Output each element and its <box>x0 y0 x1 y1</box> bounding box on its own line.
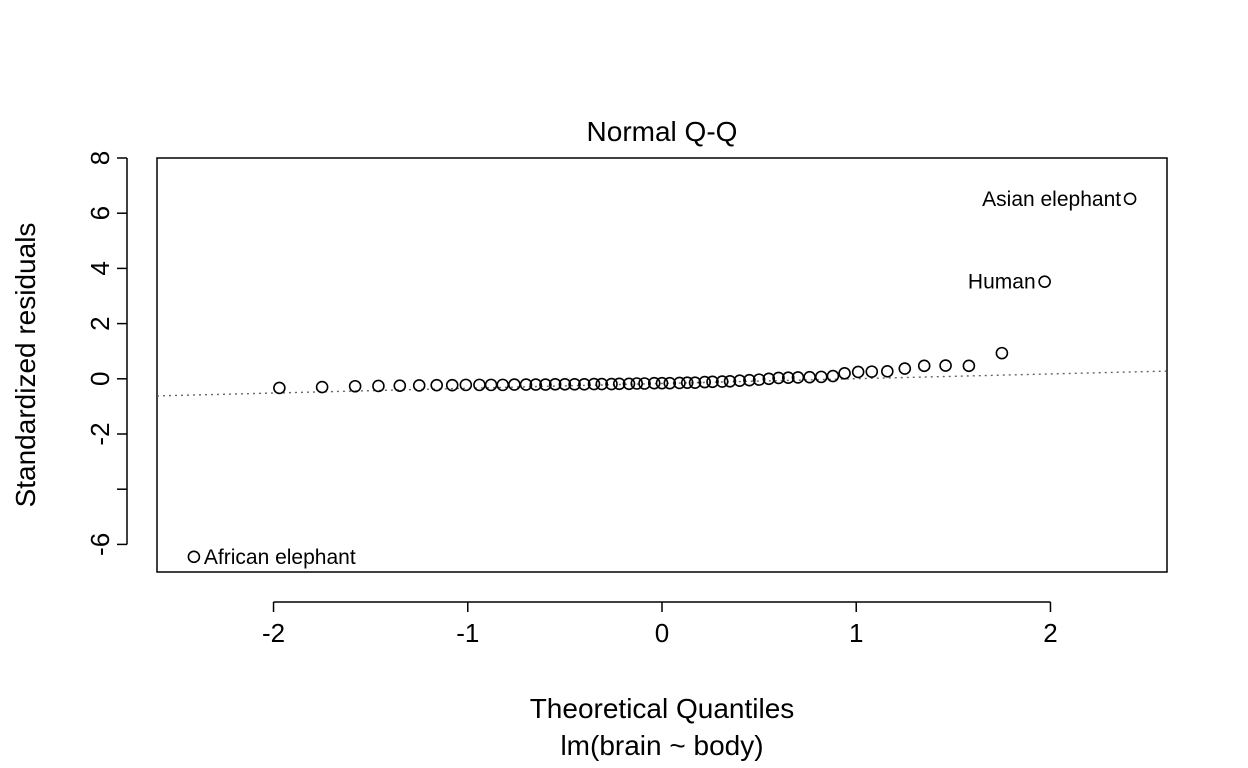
x-axis-subtitle: lm(brain ~ body) <box>560 730 763 761</box>
data-point <box>412 379 426 392</box>
data-point <box>826 369 840 383</box>
y-tick-label: 8 <box>85 151 115 165</box>
data-point <box>698 375 712 389</box>
y-axis: -6 -2 0 2 4 6 8 <box>85 151 128 556</box>
data-point <box>1038 275 1051 288</box>
point-label: African elephant <box>204 546 356 569</box>
x-axis: -2 -1 0 1 2 <box>262 601 1058 648</box>
data-point <box>430 378 443 392</box>
data-point <box>962 359 976 373</box>
y-tick-label: 6 <box>85 206 115 220</box>
data-point <box>630 377 644 390</box>
data-point <box>315 380 329 394</box>
x-tick-label: 2 <box>1043 618 1057 648</box>
data-point <box>898 362 912 375</box>
data-point <box>917 359 931 373</box>
data-point <box>445 378 459 392</box>
data-point <box>865 365 879 378</box>
data-point <box>612 377 626 391</box>
data-point <box>939 359 952 372</box>
x-tick-label: -2 <box>262 618 285 648</box>
data-point <box>508 378 521 391</box>
qq-reference-line <box>156 370 1168 397</box>
point-annotations: African elephant Human Asian elephant <box>204 188 1121 569</box>
x-tick-label: 0 <box>655 618 669 648</box>
data-point <box>781 371 795 384</box>
data-point <box>715 375 729 388</box>
data-point <box>496 378 510 392</box>
point-label: Asian elephant <box>982 188 1121 211</box>
data-point <box>752 373 766 386</box>
data-point <box>673 376 686 390</box>
y-tick-label: 0 <box>85 372 115 386</box>
y-tick-label: 2 <box>85 316 115 330</box>
data-point <box>187 550 201 564</box>
y-tick-label: -6 <box>85 533 115 556</box>
data-point <box>605 377 618 391</box>
data-point <box>995 346 1009 360</box>
x-axis-title: Theoretical Quantiles <box>530 693 795 724</box>
data-point <box>706 375 719 389</box>
data-point <box>558 378 572 391</box>
y-tick-label: 4 <box>85 261 115 275</box>
data-point <box>568 378 581 391</box>
data-point <box>595 377 609 391</box>
data-point <box>723 374 737 388</box>
data-point <box>473 378 486 392</box>
data-point <box>881 365 894 378</box>
data-point <box>529 378 543 391</box>
data-point <box>733 374 746 388</box>
data-point <box>587 377 601 391</box>
data-point <box>680 376 694 389</box>
data-point <box>622 377 636 391</box>
data-point <box>762 372 776 386</box>
data-point <box>772 371 785 385</box>
data-point <box>814 370 828 384</box>
data-point <box>663 376 677 390</box>
data-point <box>688 376 702 389</box>
x-tick-label: -1 <box>456 618 479 648</box>
y-tick-label: -2 <box>85 422 115 445</box>
data-point <box>484 378 498 392</box>
point-label: Human <box>968 271 1036 294</box>
chart-title: Normal Q-Q <box>587 116 738 147</box>
data-point <box>348 379 362 393</box>
data-point <box>838 366 851 380</box>
data-point <box>1123 192 1137 206</box>
y-axis-title: Standardized residuals <box>10 223 41 508</box>
data-point <box>743 373 756 387</box>
data-point <box>851 365 865 379</box>
data-point <box>519 378 533 391</box>
data-point <box>539 378 552 391</box>
data-point <box>655 376 669 390</box>
x-tick-label: 1 <box>849 618 863 648</box>
data-point <box>393 379 407 393</box>
data-point <box>803 370 816 384</box>
plot-frame <box>156 157 1168 573</box>
data-point <box>647 376 661 390</box>
data-point <box>638 377 651 390</box>
data-point <box>548 378 562 391</box>
data-point <box>372 379 385 393</box>
data-point <box>459 378 473 392</box>
data-points <box>187 192 1137 564</box>
data-point <box>273 381 286 395</box>
data-point <box>578 378 591 391</box>
